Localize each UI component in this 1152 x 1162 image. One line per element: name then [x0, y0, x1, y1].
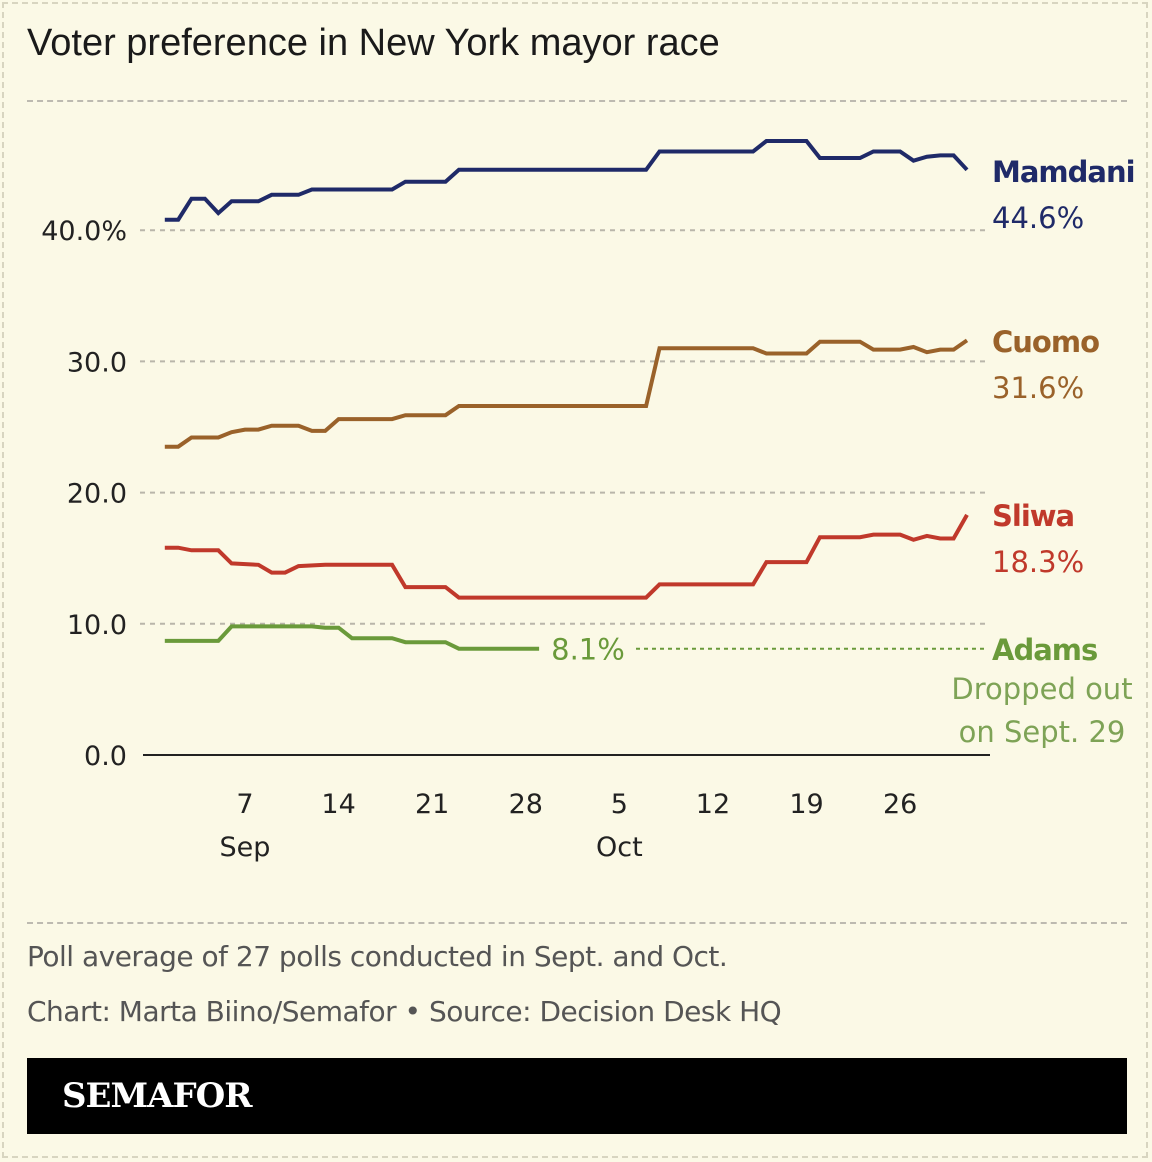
y-tick-label: 30.0	[67, 347, 127, 378]
x-tick-label: 7	[236, 789, 253, 820]
brand-bar: SEMAFOR	[27, 1058, 1127, 1134]
series-value-adams: 8.1%	[551, 633, 625, 667]
x-tick-label: 12	[696, 789, 730, 820]
y-tick-label: 40.0%	[41, 216, 127, 247]
x-tick-label: 26	[883, 789, 917, 820]
series-value-cuomo: 31.6%	[992, 371, 1084, 405]
top-divider	[27, 100, 1127, 102]
chart-title: Voter preference in New York mayor race	[27, 22, 720, 64]
series-line-cuomo	[164, 338, 969, 449]
series-value-sliwa: 18.3%	[992, 545, 1084, 579]
adams-note-line1: Dropped out	[951, 672, 1132, 706]
footnote: Poll average of 27 polls conducted in Se…	[27, 940, 728, 973]
series-value-mamdani: 44.6%	[992, 201, 1084, 235]
x-tick-label: 21	[415, 789, 449, 820]
series-label-sliwa: Sliwa	[992, 499, 1074, 533]
y-tick-label: 20.0	[67, 479, 127, 510]
bottom-divider	[27, 922, 1127, 924]
credit: Chart: Marta Biino/Semafor • Source: Dec…	[27, 995, 782, 1028]
y-tick-label: 10.0	[67, 610, 127, 641]
series-line-mamdani	[164, 139, 969, 222]
series-label-mamdani: Mamdani	[992, 155, 1135, 189]
series-line-adams	[164, 624, 540, 651]
x-month-label: Oct	[596, 832, 643, 863]
series-line-sliwa	[164, 513, 969, 600]
semafor-logo: SEMAFOR	[62, 1076, 252, 1116]
series-label-adams: Adams	[992, 633, 1097, 667]
y-tick-label: 0.0	[84, 741, 127, 772]
x-tick-label: 28	[509, 789, 543, 820]
series-label-cuomo: Cuomo	[992, 325, 1099, 359]
x-tick-label: 5	[611, 789, 628, 820]
x-tick-label: 19	[789, 789, 823, 820]
x-tick-label: 14	[321, 789, 355, 820]
adams-note-line2: on Sept. 29	[959, 715, 1126, 749]
x-month-label: Sep	[220, 832, 271, 863]
